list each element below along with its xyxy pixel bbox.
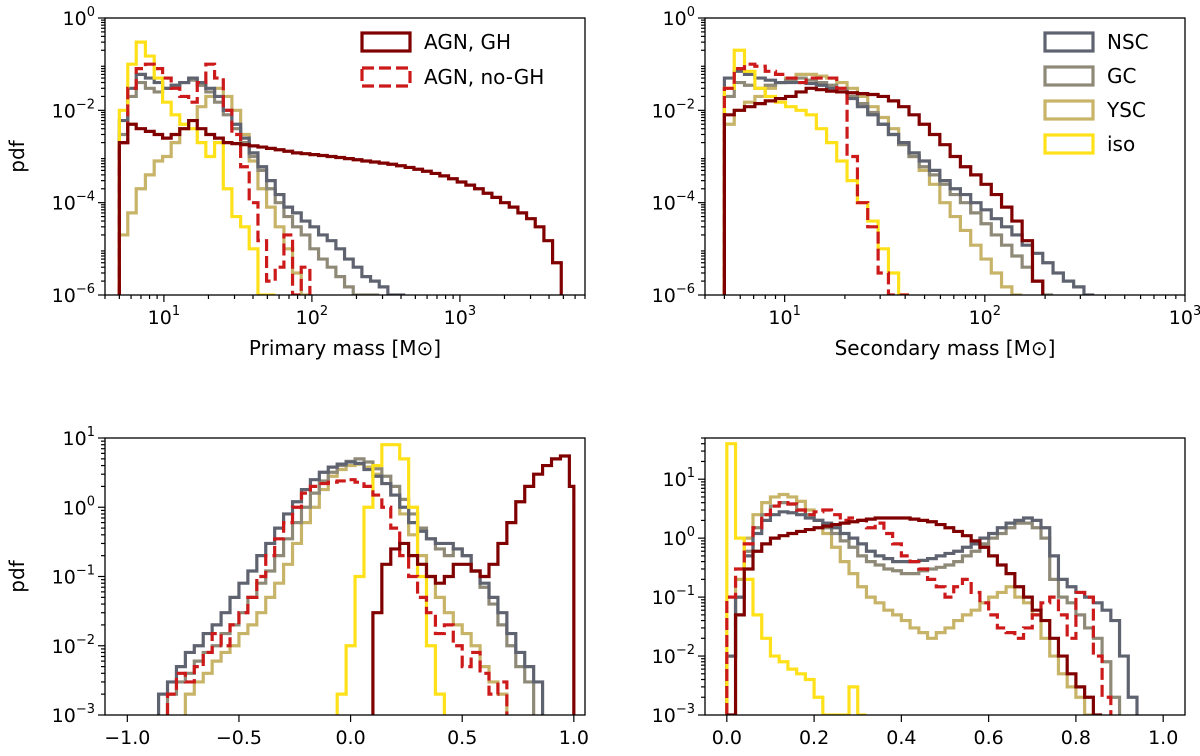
x-tick-label: 0.2: [799, 727, 829, 749]
y-tick-label: 10−4: [652, 190, 695, 215]
legend-label: YSC: [1106, 98, 1146, 122]
y-tick-label: 10−1: [52, 564, 95, 589]
x-tick-label: 0.5: [447, 727, 477, 749]
y-axis-label: pdf: [5, 559, 29, 592]
plot-area: [156, 443, 576, 715]
y-tick-label: 100: [663, 5, 695, 30]
y-tick-label: 10−2: [652, 643, 695, 668]
legend: NSC GC YSC iso: [1043, 30, 1149, 156]
plot-area: [117, 40, 563, 295]
legend-swatch: [1043, 133, 1095, 155]
y-axis-label: pdf: [5, 139, 29, 172]
x-tick-label: 103: [444, 304, 476, 329]
y-tick-label: 10−2: [52, 633, 95, 658]
legend-label: NSC: [1107, 30, 1149, 54]
x-tick-label: 102: [969, 304, 1001, 329]
panel-effective-spin: −1.0−0.50.00.51.010−310−210−1100101Effec…: [5, 425, 589, 749]
legend-label: iso: [1107, 132, 1135, 156]
series-agn-gh: [726, 516, 1103, 715]
x-tick-label: 0.4: [886, 727, 916, 749]
legend: AGN, GH AGN, no-GH: [360, 30, 544, 89]
x-tick-label: 0.0: [712, 727, 742, 749]
series-ysc: [722, 72, 1023, 295]
series-gc: [117, 78, 380, 295]
x-tick-label: −0.5: [216, 727, 262, 749]
y-tick-label: 101: [63, 425, 95, 450]
x-tick-label: 1.0: [559, 727, 589, 749]
y-tick-label: 10−3: [52, 702, 95, 727]
y-tick-label: 10−6: [52, 282, 95, 307]
legend-swatch: [360, 66, 412, 88]
y-tick-label: 100: [63, 5, 95, 30]
y-tick-label: 101: [663, 466, 695, 491]
series-agn-gh: [117, 118, 563, 295]
axes-frame: [104, 17, 586, 296]
y-tick-label: 10−2: [52, 97, 95, 122]
x-tick-label: 101: [768, 304, 800, 329]
x-axis-label: Primary mass [M⊙]: [249, 336, 441, 360]
series-iso: [117, 40, 276, 295]
series-gc: [165, 457, 536, 715]
x-tick-label: 0.8: [1061, 727, 1091, 749]
x-tick-label: 101: [148, 304, 180, 329]
legend-label: AGN, no-GH: [424, 65, 544, 89]
legend-label: AGN, GH: [424, 30, 511, 54]
panel-precession-spin: 0.00.20.40.60.81.010−310−210−1100101Prec…: [652, 437, 1186, 749]
legend-label: GC: [1107, 64, 1136, 88]
x-tick-label: 103: [1169, 304, 1200, 329]
plot-area: [722, 48, 1095, 295]
series-nsc: [725, 510, 1139, 715]
y-tick-label: 10−2: [652, 97, 695, 122]
series-nsc: [117, 72, 406, 295]
legend-swatch: [1043, 99, 1095, 121]
panel-secondary: 101 102 103 10−6 10−4 10−2 100 Secondary mass […: [652, 5, 1200, 360]
x-tick-label: 0.0: [335, 727, 365, 749]
series-iso: [335, 443, 446, 715]
plot-area: [725, 442, 1139, 715]
axes-frame: [704, 437, 1186, 716]
y-tick-label: 10−4: [52, 190, 95, 215]
x-tick-label: 1.0: [1148, 727, 1178, 749]
series-agn-no-gh: [117, 62, 312, 295]
x-tick-label: −1.0: [104, 727, 150, 749]
series-agn-gh: [722, 86, 1045, 295]
series-nsc: [722, 69, 1095, 295]
legend-swatch: [360, 31, 412, 53]
series-nsc: [156, 460, 545, 715]
series-ysc: [183, 462, 509, 715]
x-axis-label: Secondary mass [M⊙]: [835, 336, 1056, 360]
y-tick-label: 10−1: [652, 584, 695, 609]
series-agn-no-gh: [725, 501, 1113, 715]
legend-swatch: [1043, 31, 1095, 53]
series-agn-no-gh: [165, 478, 509, 715]
y-tick-label: 100: [663, 525, 695, 550]
x-tick-label: 102: [296, 304, 328, 329]
series-ysc: [117, 86, 310, 295]
series-iso: [725, 442, 867, 715]
y-tick-label: 100: [63, 494, 95, 519]
series-agn-no-gh: [722, 62, 909, 295]
x-tick-label: 0.6: [974, 727, 1004, 749]
axes-frame: [704, 17, 1186, 296]
y-tick-label: 10−3: [652, 702, 695, 727]
y-tick-label: 10−6: [652, 282, 695, 307]
legend-swatch: [1043, 65, 1095, 87]
panel-primary: 101 102 103 10−6 10−4 10−2 100 Primary mass [M⊙…: [5, 5, 586, 360]
series-agn-gh: [371, 454, 576, 715]
series-iso: [722, 48, 909, 295]
